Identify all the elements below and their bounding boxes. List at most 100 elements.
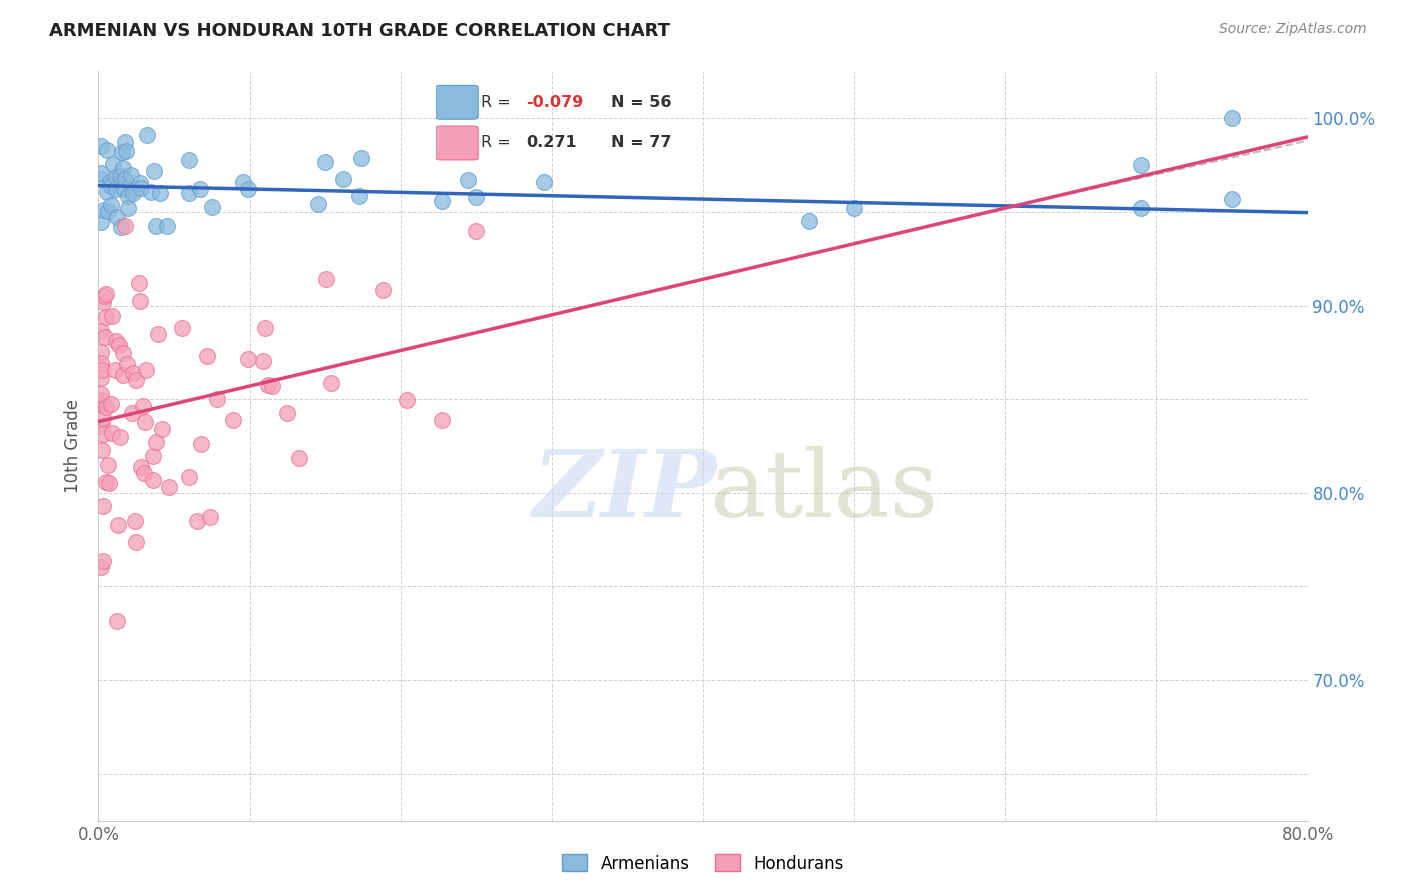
Point <box>100 198 122 212</box>
Point <box>260 378 283 392</box>
Point <box>222 412 245 426</box>
Point <box>93 203 115 218</box>
Point <box>96 458 118 472</box>
Point <box>134 416 156 430</box>
Point <box>105 169 128 184</box>
Point <box>90 397 112 411</box>
Point <box>112 182 135 196</box>
Point <box>96 143 118 157</box>
Text: Source: ZipAtlas.com: Source: ZipAtlas.com <box>1219 22 1367 37</box>
Point <box>105 614 128 628</box>
Point <box>132 467 155 481</box>
Text: ZIP: ZIP <box>533 446 717 536</box>
Point <box>91 442 114 457</box>
Point <box>179 470 201 484</box>
Point <box>114 172 136 186</box>
Point <box>94 475 117 489</box>
Point <box>172 321 194 335</box>
Point <box>350 151 373 165</box>
Point <box>91 427 114 442</box>
Point <box>179 153 201 167</box>
Point <box>131 399 153 413</box>
Point <box>129 176 152 190</box>
Point <box>1130 201 1153 215</box>
Text: R =: R = <box>481 95 516 110</box>
Point <box>288 451 311 466</box>
Point <box>90 363 112 377</box>
Point <box>157 480 180 494</box>
Point <box>252 353 274 368</box>
Point <box>396 393 419 408</box>
Point <box>1130 158 1153 172</box>
Y-axis label: 10th Grade: 10th Grade <box>65 399 83 493</box>
Point <box>190 436 212 450</box>
Point <box>90 138 112 153</box>
Point <box>111 145 134 160</box>
Text: atlas: atlas <box>709 446 939 536</box>
Point <box>465 190 488 204</box>
Point <box>111 161 134 175</box>
Text: R =: R = <box>481 136 522 151</box>
Point <box>90 355 112 369</box>
Point <box>98 175 121 189</box>
Point <box>100 309 122 323</box>
Point <box>201 200 224 214</box>
Point <box>90 165 112 179</box>
Point <box>156 219 179 233</box>
Point <box>101 157 124 171</box>
Point <box>142 473 165 487</box>
Text: N = 77: N = 77 <box>612 136 672 151</box>
Point <box>101 425 124 440</box>
Point <box>142 163 165 178</box>
Point <box>347 189 370 203</box>
Legend: Armenians, Hondurans: Armenians, Hondurans <box>555 847 851 880</box>
Point <box>332 172 354 186</box>
Point <box>319 376 342 390</box>
Point <box>257 378 280 392</box>
Point <box>90 324 112 338</box>
Point <box>104 334 127 348</box>
Point <box>112 368 135 382</box>
Point <box>90 419 112 434</box>
Point <box>97 475 120 490</box>
Point <box>198 510 221 524</box>
Point <box>90 393 112 408</box>
Point <box>205 392 228 407</box>
Point <box>115 144 138 158</box>
Point <box>114 135 136 149</box>
Point <box>108 430 131 444</box>
Point <box>117 189 139 203</box>
Point <box>238 351 260 366</box>
Point <box>307 197 329 211</box>
Point <box>177 186 200 201</box>
Point <box>91 554 114 568</box>
Point <box>797 214 820 228</box>
Point <box>1220 112 1243 126</box>
Point <box>104 181 127 195</box>
Point <box>129 293 152 308</box>
Point <box>97 203 120 218</box>
Point <box>236 181 259 195</box>
Point <box>430 412 453 426</box>
Text: -0.079: -0.079 <box>527 95 583 110</box>
Point <box>96 186 118 200</box>
Point <box>844 202 866 216</box>
Point <box>100 179 122 194</box>
Point <box>121 405 143 419</box>
Point <box>533 175 555 189</box>
Point <box>100 397 122 411</box>
Point <box>93 410 115 425</box>
Point <box>253 321 276 335</box>
Point <box>125 373 148 387</box>
Point <box>186 514 208 528</box>
Point <box>93 330 115 344</box>
Point <box>136 128 159 142</box>
Point <box>464 224 486 238</box>
Point <box>276 406 298 420</box>
Point <box>90 387 112 401</box>
Point <box>142 450 165 464</box>
Point <box>107 518 129 533</box>
Point <box>314 154 336 169</box>
Point <box>105 210 128 224</box>
FancyBboxPatch shape <box>436 126 478 160</box>
